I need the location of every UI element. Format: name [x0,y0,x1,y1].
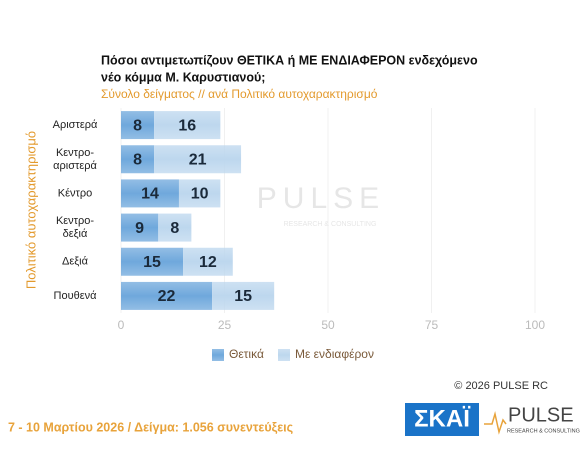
data-label: 10 [191,186,209,203]
x-tick-label: 25 [218,318,232,332]
bar [121,247,184,276]
data-label: 12 [199,254,217,271]
data-label: 8 [133,117,142,134]
x-tick-label: 50 [321,318,335,332]
data-label: 22 [158,288,176,305]
bar [183,247,233,276]
bar [158,213,192,242]
chart-title: Πόσοι αντιμετωπίζουν ΘΕΤΙΚΑ ή ΜΕ ΕΝΔΙΑΦΕ… [101,53,478,67]
bar [121,179,179,208]
data-label: 21 [189,151,207,168]
data-label: 16 [178,117,196,134]
bar [212,281,275,310]
bar [154,145,242,174]
y-tick-label: Αριστερά [53,119,98,131]
x-tick-label: 100 [525,318,545,332]
bar [154,111,221,140]
copyright: © 2026 PULSE RC [454,380,548,392]
pulse-icon [484,411,507,435]
data-label: 15 [143,254,161,271]
x-tick-label: 75 [425,318,439,332]
data-label: 15 [234,288,252,305]
data-label: 8 [170,220,179,237]
bar [121,281,213,310]
y-tick-label: Δεξιά [62,256,89,268]
chart-title: νέο κόμμα Μ. Καρυστιανού; [101,70,265,84]
y-axis-label: Πολιτικό αυτοχαρακτηρισμό [23,131,38,289]
skai-logo-text: ΣΚΑΪ [414,405,471,432]
data-label: 9 [135,220,144,237]
y-tick-label: Πουθενά [54,290,98,302]
watermark-sub: RESEARCH & CONSULTING [284,221,377,228]
y-tick-label: Κεντρο-δεξιά [56,215,94,240]
data-label: 14 [141,186,159,203]
data-label: 8 [133,151,142,168]
y-tick-label: Κεντρο-αριστερά [53,147,97,172]
pulse-logo-text: PULSE [508,404,574,426]
bar [121,111,155,140]
bar [121,213,159,242]
legend-label: Θετικά [229,347,264,361]
pulse-logo-sub: RESEARCH & CONSULTING [507,428,580,434]
footer: 7 - 10 Μαρτίου 2026 / Δείγμα: 1.056 συνε… [8,420,293,434]
legend-swatch [212,349,224,361]
legend-label: Με ενδιαφέρον [295,347,374,361]
watermark: PULSE [257,182,385,215]
x-tick-label: 0 [118,318,125,332]
bar [121,145,155,174]
legend-swatch [278,349,290,361]
skai-logo [405,403,479,436]
y-tick-label: Κέντρο [58,187,92,199]
bar [178,179,221,208]
chart-subtitle: Σύνολο δείγματος // ανά Πολιτικό αυτοχαρ… [101,87,378,101]
